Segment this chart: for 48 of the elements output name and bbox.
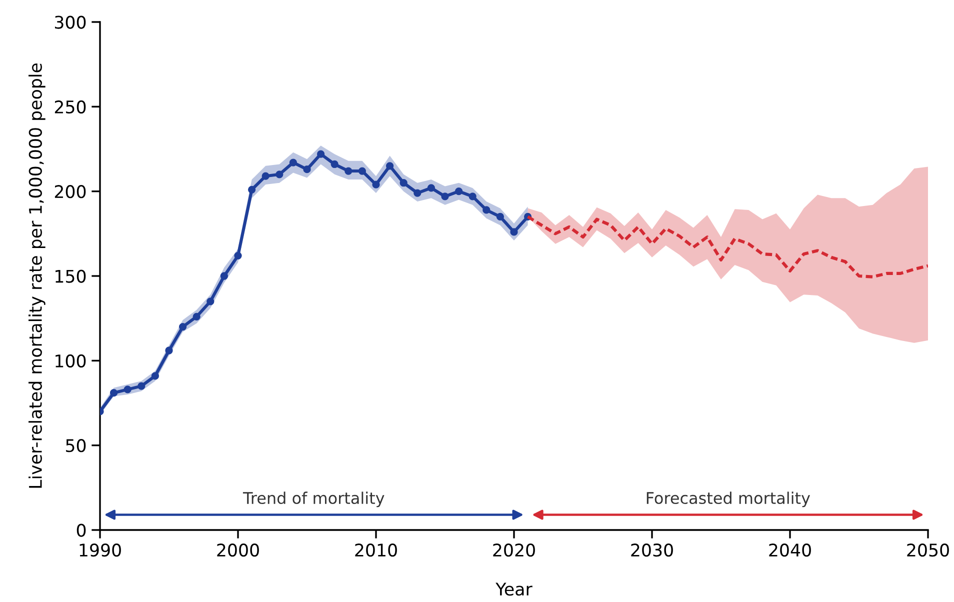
x-axis-title: Year: [496, 582, 532, 596]
point: [220, 272, 228, 280]
x-tick-label: 1990: [80, 544, 121, 557]
point: [427, 184, 436, 192]
point: [248, 186, 256, 194]
y-tick-label: 300: [54, 16, 86, 29]
y-tick-label: 150: [56, 270, 86, 283]
x-tick-label: 2050: [907, 544, 949, 557]
point: [344, 167, 352, 175]
point: [151, 372, 160, 380]
point: [234, 252, 242, 260]
point: [262, 172, 270, 180]
point: [303, 166, 311, 174]
point: [482, 206, 490, 214]
point: [289, 158, 298, 166]
y-tick-label: 0: [76, 524, 86, 537]
x-tick-label: 2020: [493, 544, 535, 557]
point: [441, 192, 449, 200]
x-tick-label: 2000: [217, 544, 259, 557]
point: [206, 298, 214, 306]
point: [192, 312, 200, 320]
y-tick-label: 100: [56, 354, 86, 368]
x-tick-label: 2010: [355, 544, 397, 557]
x-tick-label: 2040: [769, 544, 811, 557]
point: [110, 389, 118, 397]
point: [165, 346, 173, 354]
point: [400, 179, 408, 187]
point: [330, 160, 338, 168]
point: [386, 162, 394, 170]
y-tick-label: 250: [54, 100, 86, 114]
point: [468, 192, 476, 200]
point: [316, 150, 325, 158]
point: [358, 167, 366, 175]
y-axis-title: Liver-related mortality rate per 1,000,000 people: [28, 63, 46, 488]
point: [372, 180, 380, 188]
point: [178, 322, 187, 331]
annotation: Forecasted mortality: [646, 492, 810, 508]
point: [496, 212, 504, 221]
point: [124, 386, 132, 394]
y-tick-label: 50: [66, 439, 86, 452]
y-tick-label: 200: [54, 185, 86, 198]
x-tick-label: 2030: [631, 544, 673, 557]
point: [414, 189, 422, 197]
point: [454, 188, 463, 196]
point: [276, 170, 284, 178]
point: [138, 382, 146, 390]
point: [510, 228, 518, 236]
annotation: Trend of mortality: [242, 492, 384, 508]
